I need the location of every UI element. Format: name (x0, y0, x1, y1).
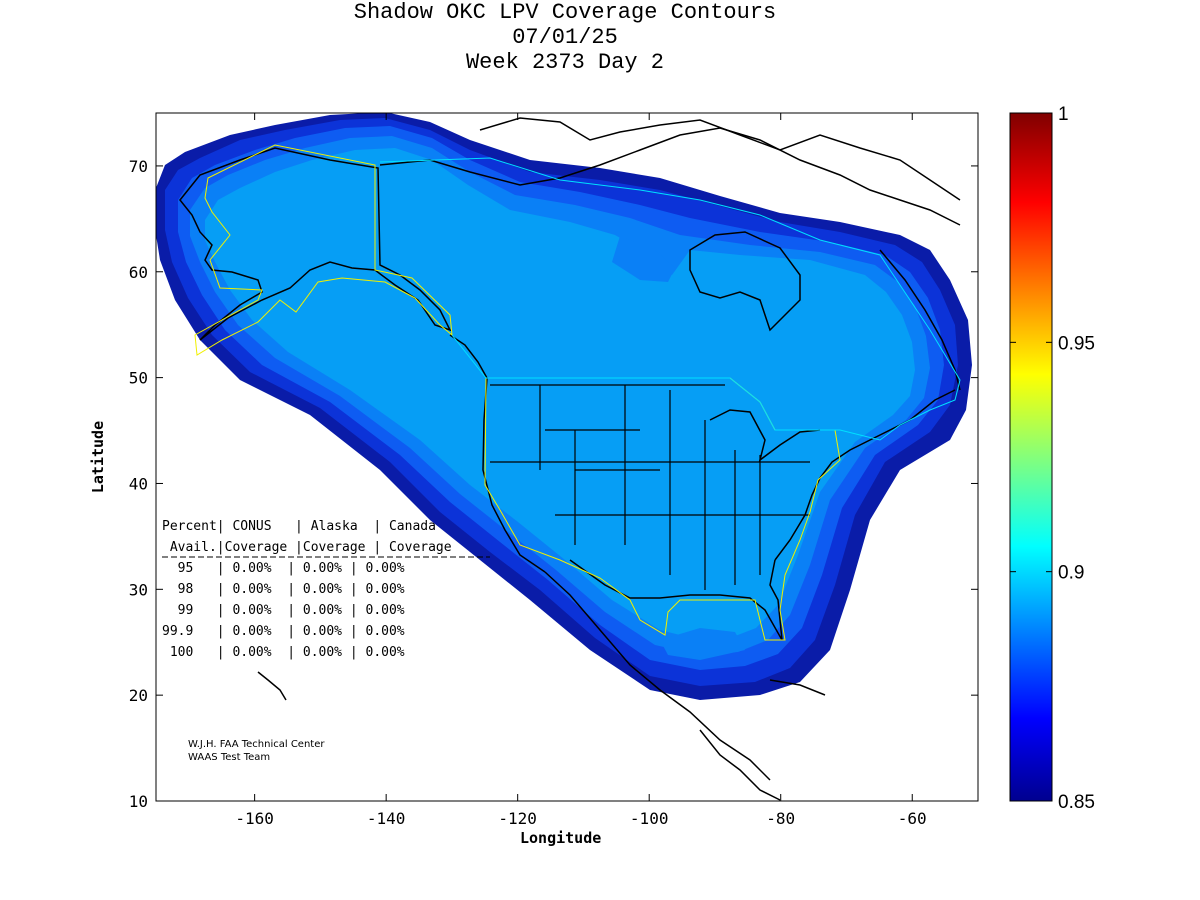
us-west-coast (482, 377, 546, 573)
figure-title-line-2: 07/01/25 (512, 25, 618, 50)
y-tick-label: 30 (129, 580, 148, 599)
stats-header-1: Percent| CONUS | Alaska | Canada (162, 519, 436, 534)
stats-row-99-9: 99.9 | 0.00% | 0.00% | 0.00% (162, 624, 405, 639)
stats-row-99: 99 | 0.00% | 0.00% | 0.00% (162, 603, 405, 618)
x-tick-label: -160 (235, 809, 274, 828)
alaska-coast (179, 147, 452, 341)
y-tick-label: 40 (129, 474, 148, 493)
x-tick-label: -140 (367, 809, 406, 828)
canada-pacific-coast (449, 334, 488, 379)
x-tick-label: -120 (498, 809, 537, 828)
colorbar-ticks: 0.85 0.9 0.95 1 (1010, 104, 1095, 813)
arctic-islands (479, 117, 961, 201)
stats-row-100: 100 | 0.00% | 0.00% | 0.00% (162, 645, 405, 660)
y-tick-label: 10 (129, 792, 148, 811)
central-america (699, 729, 781, 801)
us-state-lines (490, 384, 810, 590)
contour-inlay-hudson (612, 236, 675, 282)
x-tick-label: -80 (766, 809, 795, 828)
figure-title-line-1: Shadow OKC LPV Coverage Contours (353, 0, 777, 25)
y-tick-label: 50 (129, 369, 148, 388)
x-tick-label: -60 (898, 809, 927, 828)
contour-band-core (205, 148, 915, 640)
canada-arctic-coast (379, 127, 961, 226)
y-axis-ticks: 10 20 30 40 50 60 70 (129, 157, 978, 811)
us-east-coast (774, 389, 956, 561)
y-tick-label: 70 (129, 157, 148, 176)
colorbar-tick-label: 1 (1058, 104, 1069, 125)
y-tick-label: 60 (129, 263, 148, 282)
figure-title-line-3: Week 2373 Day 2 (465, 50, 665, 75)
stats-header-2: Avail.|Coverage |Coverage | Coverage (162, 540, 452, 555)
stats-row-98: 98 | 0.00% | 0.00% | 0.00% (162, 582, 405, 597)
gulf-coast (569, 559, 783, 641)
credit-line-2: WAAS Test Team (188, 752, 270, 763)
y-tick-label: 20 (129, 686, 148, 705)
x-tick-label: -100 (630, 809, 669, 828)
colorbar-tick-label: 0.95 (1058, 333, 1095, 354)
colorbar-tick-label: 0.9 (1058, 563, 1084, 584)
plot-frame (155, 112, 979, 802)
stats-table: Percent| CONUS | Alaska | Canada Avail.|… (162, 519, 490, 660)
y-axis-label: Latitude (89, 420, 108, 494)
credit-block: W.J.H. FAA Technical Center WAAS Test Te… (188, 739, 325, 763)
colorbar-tick-label: 0.85 (1058, 792, 1095, 813)
credit-line-1: W.J.H. FAA Technical Center (188, 739, 325, 750)
alaska-service-volume (194, 144, 453, 356)
mexico-pacific-coast (544, 571, 771, 781)
canada-service-volume (379, 157, 961, 441)
contour-inlay-gulf (660, 628, 745, 660)
hudson-bay (689, 231, 801, 332)
cuba (769, 679, 826, 696)
great-lakes (709, 409, 821, 462)
hawaii (257, 671, 287, 701)
x-axis-label: Longitude (520, 829, 602, 847)
stats-row-95: 95 | 0.00% | 0.00% | 0.00% (162, 561, 405, 576)
x-axis-ticks: -160 -140 -120 -100 -80 -60 (235, 113, 927, 828)
colorbar (1009, 112, 1053, 802)
